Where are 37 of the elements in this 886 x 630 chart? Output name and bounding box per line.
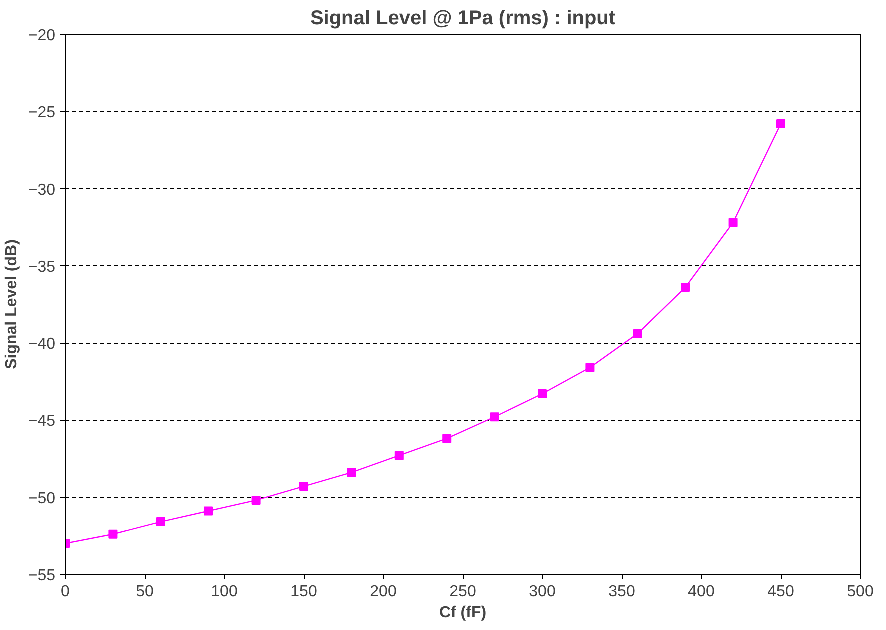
y-tick-label: −40 bbox=[28, 336, 56, 354]
x-tick-label: 50 bbox=[136, 584, 154, 600]
point bbox=[204, 506, 214, 516]
point bbox=[776, 119, 786, 128]
y-axis-title: Signal Level (dB) bbox=[3, 240, 20, 370]
x-axis-title: Cf (fF) bbox=[439, 604, 487, 622]
point bbox=[728, 218, 738, 228]
y-tick-label: −25 bbox=[28, 104, 56, 122]
point bbox=[252, 496, 261, 505]
point bbox=[347, 468, 356, 478]
point bbox=[586, 363, 595, 372]
x-tick-label: 450 bbox=[768, 584, 794, 600]
point bbox=[681, 283, 690, 292]
y-tick-label: −30 bbox=[28, 182, 56, 199]
y-tick-label: −55 bbox=[28, 568, 56, 584]
y-tick-label: −35 bbox=[28, 258, 56, 276]
x-tick-label: 350 bbox=[608, 584, 636, 600]
point bbox=[156, 518, 166, 527]
point bbox=[394, 451, 404, 460]
point bbox=[490, 412, 500, 422]
x-tick-label: 250 bbox=[450, 584, 476, 600]
chart-title: Signal Level @ 1Pa (rms) : input bbox=[310, 8, 616, 30]
y-tick-label: −50 bbox=[28, 490, 56, 508]
x-tick-label: 500 bbox=[847, 584, 874, 600]
x-tick-label: 0 bbox=[61, 584, 70, 600]
point bbox=[633, 329, 642, 338]
point bbox=[108, 530, 118, 539]
y-tick-label: −45 bbox=[28, 413, 56, 430]
x-tick-label: 400 bbox=[688, 584, 715, 600]
point bbox=[442, 434, 452, 444]
point bbox=[300, 482, 308, 492]
x-tick-label: 300 bbox=[529, 584, 556, 600]
x-tick-label: 150 bbox=[290, 584, 318, 600]
x-tick-label: 200 bbox=[370, 584, 397, 600]
x-tick-label: 100 bbox=[211, 584, 238, 600]
y-tick-label: −20 bbox=[28, 28, 56, 44]
point bbox=[538, 389, 547, 398]
